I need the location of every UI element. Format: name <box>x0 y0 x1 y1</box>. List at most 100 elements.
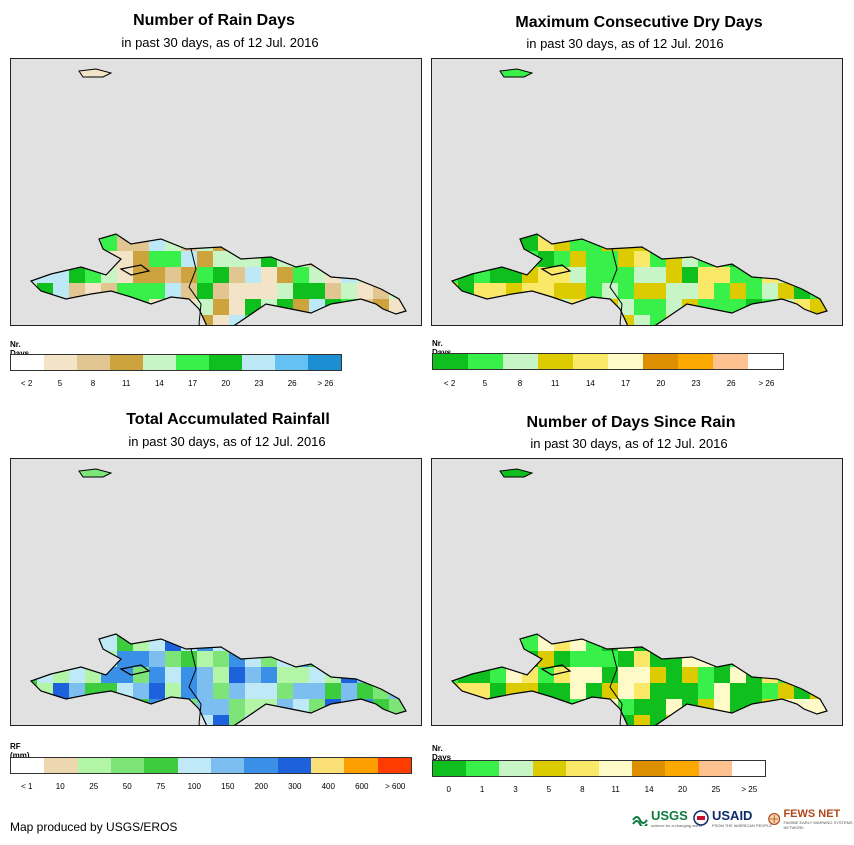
grid-cell <box>618 251 634 267</box>
grid-cell <box>229 667 245 683</box>
grid-cell <box>405 667 406 683</box>
grid-cell <box>149 315 165 325</box>
grid-cell <box>698 635 714 651</box>
grid-cell <box>538 267 554 283</box>
grid-cell <box>373 251 389 267</box>
grid-cell <box>522 235 538 251</box>
grid-cell <box>474 635 490 651</box>
grid-cell <box>810 283 826 299</box>
grid-cell <box>650 715 666 725</box>
grid-cell <box>309 315 325 325</box>
grid-cell <box>181 234 197 235</box>
grid-cell <box>117 315 133 325</box>
grid-cell <box>261 634 277 635</box>
grid-cell <box>373 267 389 283</box>
grid-cell <box>357 683 373 699</box>
grid-cell <box>277 667 293 683</box>
grid-cell <box>618 715 634 725</box>
grid-cell <box>586 651 602 667</box>
grid-cell <box>714 683 730 699</box>
grid-cell <box>357 299 373 315</box>
grid-cell <box>85 315 101 325</box>
grid-cell <box>37 715 53 725</box>
grid-cell <box>149 267 165 283</box>
grid-cell <box>474 283 490 299</box>
grid-cell <box>213 699 229 715</box>
grid-cell <box>698 267 714 283</box>
grid-cell <box>53 299 69 315</box>
grid-cell <box>181 634 197 635</box>
grid-cell <box>826 283 827 299</box>
fewsnet-logo-tagline: FAMINE EARLY WARNING SYSTEMS NETWORK <box>783 820 853 830</box>
grid-cell <box>325 634 341 635</box>
grid-cell <box>602 715 618 725</box>
grid-cell <box>261 315 277 325</box>
country-border <box>188 248 202 325</box>
grid-cell <box>458 267 474 283</box>
grid-cell <box>245 235 261 251</box>
grid-cell <box>69 715 85 725</box>
grid-cell <box>37 234 53 235</box>
legend-swatch <box>144 758 178 773</box>
grid-cell <box>730 315 746 325</box>
legend-label: 600 <box>355 782 369 791</box>
grid-cell <box>458 651 474 667</box>
grid-cell <box>389 267 405 283</box>
grid-cell <box>213 651 229 667</box>
grid-cell <box>602 267 618 283</box>
panel-subtitle: in past 30 days, as of 12 Jul. 2016 <box>128 434 326 449</box>
grid-cell <box>405 315 406 325</box>
grid-cell <box>309 235 325 251</box>
grid-cell <box>794 267 810 283</box>
grid-cell <box>714 667 730 683</box>
grid-cell <box>117 715 133 725</box>
grid-cell <box>197 683 213 699</box>
legend-swatch <box>210 758 245 773</box>
panel-title: Number of Days Since Rain <box>526 414 736 431</box>
grid-cell <box>810 251 826 267</box>
legend-swatch <box>503 354 538 369</box>
grid-cell <box>650 283 666 299</box>
grid-cell <box>213 715 229 725</box>
grid-cell <box>325 283 341 299</box>
grid-cell <box>746 299 762 315</box>
legend-title: RF (mm) <box>10 742 30 760</box>
legend-label: 300 <box>288 782 302 791</box>
grid-cell <box>714 634 730 635</box>
grid-cell <box>165 634 181 635</box>
grid-cell <box>452 234 458 235</box>
small-island <box>499 68 534 78</box>
grid-cell <box>730 683 746 699</box>
grid-cell <box>618 315 634 325</box>
legend-swatch <box>11 355 44 370</box>
grid-cell <box>474 315 490 325</box>
grid-cell <box>85 715 101 725</box>
grid-cell <box>762 251 778 267</box>
grid-cell <box>309 634 325 635</box>
grid-cell <box>452 634 458 635</box>
grid-cell <box>133 715 149 725</box>
grid-cell <box>69 699 85 715</box>
grid-cell <box>458 715 474 725</box>
grid-cell <box>538 315 554 325</box>
coastline <box>540 664 572 676</box>
grid-cell <box>245 683 261 699</box>
grid-cell <box>53 251 69 267</box>
legend-label: 20 <box>656 379 666 388</box>
grid-cell <box>149 715 165 725</box>
usgs-wave-icon <box>632 816 648 826</box>
grid-cell <box>810 683 826 699</box>
grid-cell <box>506 634 522 635</box>
grid-cell <box>682 267 698 283</box>
grid-cell <box>117 251 133 267</box>
grid-cell <box>37 634 53 635</box>
grid-cell <box>133 667 149 683</box>
coastline <box>450 233 828 325</box>
grid-cell <box>506 235 522 251</box>
grid-cell <box>826 234 827 235</box>
legend-swatch <box>748 354 783 369</box>
grid-cell <box>31 299 37 315</box>
grid-cell <box>53 651 69 667</box>
grid-cell <box>101 299 117 315</box>
grid-cell <box>554 699 570 715</box>
